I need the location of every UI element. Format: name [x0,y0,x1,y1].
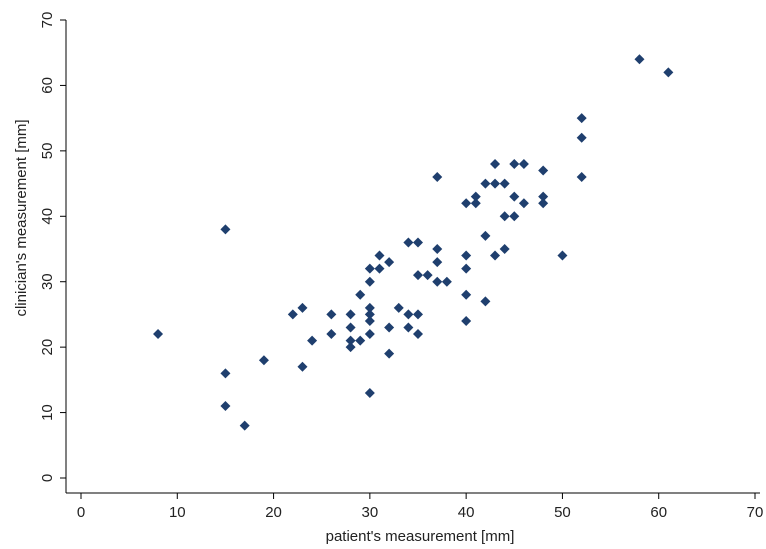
data-point [432,172,443,183]
data-point [239,420,250,431]
data-point [509,158,520,169]
data-point [663,67,674,78]
data-point [490,178,501,189]
data-point [461,289,472,300]
data-point [538,191,549,202]
data-point [345,309,356,320]
data-point [413,329,423,340]
y-tick-label: 60 [39,77,56,94]
data-point [461,315,472,326]
x-tick-label: 60 [650,504,667,521]
data-point [374,250,385,261]
x-axis-title: patient's measurement [mm] [326,528,515,545]
x-tick-label: 50 [554,504,571,521]
data-point [461,198,472,209]
data-point [441,276,452,287]
data-point [422,270,433,281]
data-point [345,342,356,353]
data-points [153,54,674,431]
data-point [220,224,231,235]
data-point [220,401,231,412]
y-tick-label: 20 [39,339,56,356]
data-point [355,289,366,300]
data-point [499,178,510,189]
data-point [287,309,298,320]
data-point [509,191,520,202]
x-tick-label: 10 [169,504,186,521]
data-point [364,329,375,340]
data-point [374,263,385,274]
y-tick-label: 0 [39,474,56,482]
x-tick-label: 70 [747,504,764,521]
data-point [499,244,510,254]
data-point [364,387,375,398]
x-tick-label: 30 [362,504,379,521]
data-point [432,276,443,287]
data-point [480,178,491,189]
data-point [461,263,472,274]
data-point [384,322,395,333]
y-tick-label: 40 [39,208,56,225]
data-point [470,191,481,202]
data-point [403,237,414,248]
data-point [576,132,587,143]
x-axis-ticks: 0 10 20 30 40 50 60 70 [77,493,764,521]
data-point [480,296,491,307]
data-point [326,309,337,320]
data-point [490,250,501,261]
data-point [432,244,443,254]
data-point [384,257,395,268]
data-point [345,335,356,346]
data-point [345,322,356,333]
data-point [393,302,404,313]
data-point [518,198,529,209]
data-point [153,329,164,340]
data-point [364,263,375,274]
data-point [258,355,269,366]
data-point [470,198,481,209]
data-point [557,250,568,261]
data-point [509,211,520,222]
data-point [403,322,414,333]
y-tick-label: 10 [39,404,56,421]
data-point [384,348,395,359]
data-point [461,250,472,261]
data-point [364,309,375,320]
data-point [297,361,308,372]
x-tick-label: 0 [77,504,85,521]
data-point [538,165,549,176]
data-point [538,198,549,209]
y-tick-label: 70 [39,12,56,29]
data-point [403,309,414,320]
data-point [413,270,423,281]
y-tick-label: 30 [39,273,56,290]
data-point [307,335,318,346]
data-point [432,257,443,268]
data-point [297,302,308,313]
data-point [490,158,501,169]
data-point [634,54,645,65]
data-point [413,237,423,248]
data-point [326,329,337,340]
data-point [499,211,510,222]
data-point [576,172,587,183]
data-point [364,315,375,326]
data-point [413,309,423,320]
x-tick-label: 20 [265,504,282,521]
data-point [518,158,529,169]
data-point [220,368,231,379]
data-point [355,335,366,346]
data-point [576,113,587,124]
y-axis-title: clinician's measurement [mm] [13,119,30,316]
data-point [364,276,375,287]
y-tick-label: 50 [39,143,56,160]
x-tick-label: 40 [458,504,475,521]
data-point [364,302,375,313]
data-point [480,230,491,241]
y-axis-ticks: 0 10 20 30 40 50 60 70 [39,12,66,482]
